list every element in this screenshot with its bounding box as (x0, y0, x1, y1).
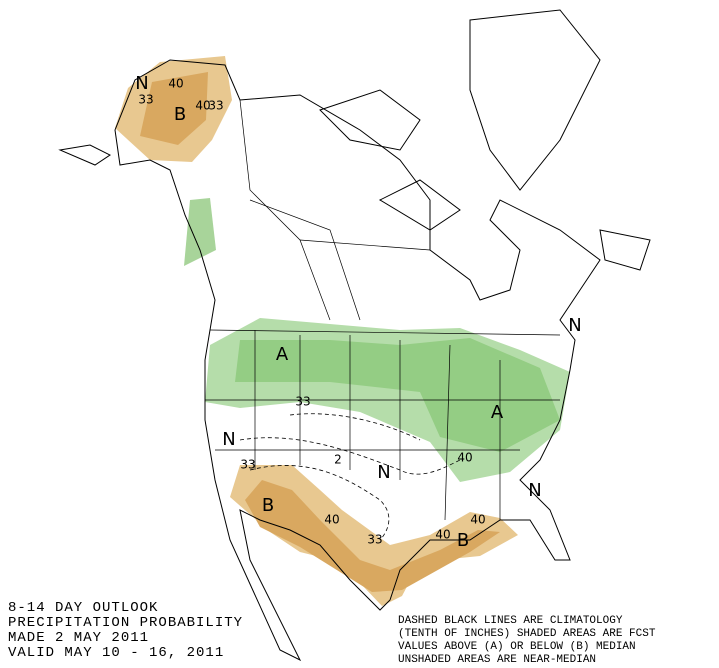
probability-label: 33 (138, 93, 153, 107)
climatology-lines (239, 413, 461, 541)
legend-line: DASHED BLACK LINES ARE CLIMATOLOGY (398, 615, 623, 627)
legend-line: UNSHADED AREAS ARE NEAR-MEDIAN (398, 654, 596, 666)
probability-label: 33 (240, 458, 255, 472)
probability-label: 33 (367, 533, 382, 547)
category-label: N (222, 429, 235, 450)
category-label: N (568, 315, 581, 336)
probability-labels: 40 33 40 33 33 40 33 40 33 40 40 2 (138, 77, 485, 547)
category-labels: N B A A N B N B N N (135, 73, 581, 551)
probability-label: 33 (295, 395, 310, 409)
category-label: B (174, 104, 186, 125)
probability-label: 40 (168, 77, 183, 91)
category-label: N (135, 73, 148, 94)
header-line: MADE 2 MAY 2011 (8, 630, 149, 646)
below-median-alaska (115, 56, 232, 162)
header: 8-14 DAY OUTLOOK PRECIPITATION PROBABILI… (8, 600, 243, 661)
probability-label: 40 (457, 451, 472, 465)
legend-line: (TENTH OF INCHES) SHADED AREAS ARE FCST (398, 628, 656, 640)
header-line: 8-14 DAY OUTLOOK (8, 600, 158, 616)
coastlines (58, 9, 651, 662)
category-label: B (262, 495, 274, 516)
header-line: VALID MAY 10 - 16, 2011 (8, 645, 224, 661)
header-line: PRECIPITATION PROBABILITY (8, 615, 243, 631)
category-label: N (528, 480, 541, 501)
legend-line: VALUES ABOVE (A) OR BELOW (B) MEDIAN (398, 641, 636, 653)
below-median-south (230, 465, 518, 606)
probability-label: 40 (195, 99, 210, 113)
category-label: A (276, 344, 289, 365)
category-label: B (457, 530, 469, 551)
climatology-label: 2 (334, 453, 342, 467)
probability-label: 40 (470, 513, 485, 527)
category-label: A (491, 402, 504, 423)
above-median-pacific-nw (184, 198, 216, 266)
probability-label: 40 (324, 513, 339, 527)
boundaries (205, 99, 561, 521)
probability-label: 40 (435, 528, 450, 542)
probability-label: 33 (208, 99, 223, 113)
legend: DASHED BLACK LINES ARE CLIMATOLOGY (TENT… (398, 615, 656, 666)
category-label: N (377, 462, 390, 483)
